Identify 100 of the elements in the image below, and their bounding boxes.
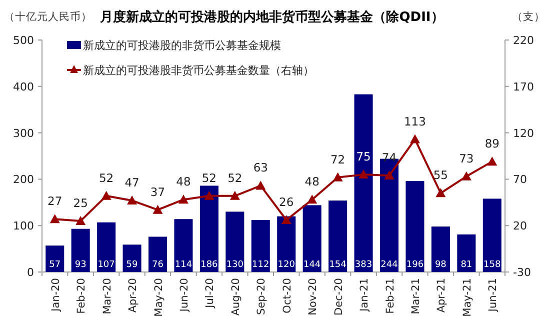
x-tick-label: Oct-20 [281,278,294,314]
data-label: 72 [330,152,346,166]
y2-axis-title: （支） [512,10,545,23]
point [178,194,188,204]
data-label: 158 [484,260,501,270]
data-label: 25 [73,196,88,210]
x-tick-label: May-20 [152,278,165,317]
data-label: 186 [200,260,218,270]
bar [302,205,322,272]
bar [406,181,424,272]
data-label: 75 [356,150,371,164]
data-label: 52 [228,170,242,185]
point [461,171,472,180]
bar [46,246,64,272]
y-tick-label: 400 [13,80,34,94]
point [307,194,318,204]
data-label: 154 [329,260,347,270]
y2-tick-label: 20 [513,220,527,233]
x-tick-label: Mar-20 [101,278,114,314]
point [127,196,138,205]
point [410,134,420,144]
data-label: 107 [98,260,115,270]
point [230,190,240,200]
point [436,188,446,198]
x-tick-label: Jan-20 [50,278,62,312]
bar [174,219,193,272]
x-tick-label: Sep-20 [256,278,268,315]
x-tick-label: Jun-21 [487,278,500,313]
x-tick-label: Feb-21 [384,278,396,314]
data-label: 81 [460,260,472,270]
y-tick-label: 200 [13,173,34,186]
y2-tick-label: -30 [513,266,531,279]
data-label: 76 [152,260,164,270]
data-label: 89 [484,136,500,151]
x-tick-label: Mar-21 [410,278,422,314]
x-tick-label: Feb-20 [76,278,88,314]
chart-title: 月度新成立的可投港股的内地非货币型公募基金（除QDII） [99,9,444,25]
data-label: 93 [74,260,86,270]
point [76,216,86,225]
data-label: 55 [433,168,448,182]
legend-label: 新成立的可投港股非货币公募基金数量（右轴） [83,64,314,77]
data-label: 52 [202,170,217,185]
x-tick-label: Apr-20 [127,278,140,313]
data-label: 144 [303,260,321,270]
point [204,190,214,200]
bar [226,212,244,272]
bar [122,244,142,272]
y-tick-label: 500 [13,34,34,47]
x-tick-label: Apr-21 [436,278,448,313]
y2-tick-label: 170 [513,80,534,94]
y-tick-label: 0 [27,266,34,279]
point [332,172,343,182]
data-label: 244 [380,260,398,270]
point [358,170,369,179]
data-label: 114 [174,260,192,270]
point [281,215,292,224]
data-label: 112 [252,260,270,270]
point [487,156,498,166]
data-label: 113 [404,114,426,128]
data-label: 73 [459,151,474,166]
bar [97,222,116,272]
x-tick-label: Jul-20 [204,278,216,309]
data-label: 196 [406,260,424,270]
data-label: 26 [279,195,294,210]
bar [354,94,373,272]
x-tick-label: Jan-21 [358,278,371,312]
data-label: 57 [49,260,61,270]
bar [457,234,476,272]
point [50,214,60,224]
legend-label: 新成立的可投港股的非货币公募基金规模 [83,39,281,52]
point [101,190,112,200]
x-tick-label: Jun-20 [178,278,190,313]
y-tick-label: 300 [13,126,34,140]
point [384,170,394,180]
x-tick-label: May-21 [461,278,474,317]
data-label: 37 [150,184,166,199]
data-label: 48 [176,174,191,189]
data-label: 48 [304,174,320,189]
data-label: 52 [98,170,114,185]
bar [148,236,168,272]
y-tick-label: 100 [13,220,34,233]
y2-tick-label: 70 [513,173,527,186]
bar [200,186,218,272]
data-label: 63 [253,160,268,175]
x-tick-label: Aug-20 [230,278,242,316]
data-label: 120 [278,260,296,270]
bar [482,198,502,272]
y-axis-title: （十亿元人民币） [4,10,92,23]
data-label: 130 [226,260,244,270]
data-label: 59 [126,260,138,270]
data-label: 98 [434,260,447,270]
y2-tick-label: 220 [513,34,534,47]
y2-tick-label: 120 [513,126,534,140]
data-label: 383 [354,260,372,270]
point [152,204,163,214]
x-tick-label: Dec-20 [332,278,345,316]
data-label: 47 [124,176,140,190]
bar [328,200,348,272]
bar [431,226,450,272]
bar [251,220,270,272]
